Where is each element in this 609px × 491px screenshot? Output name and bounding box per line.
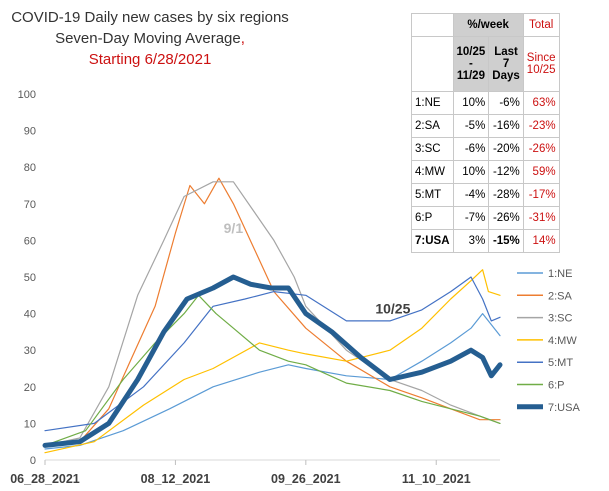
legend-label: 1:NE bbox=[548, 268, 572, 280]
region-cell: 3:SC bbox=[411, 137, 454, 161]
series-line-2-sa bbox=[44, 177, 501, 446]
col2-header-line: 7 bbox=[502, 58, 510, 70]
pct-10-25-cell: -7% bbox=[452, 206, 490, 230]
y-tick-label: 60 bbox=[24, 235, 36, 247]
col3-header-line: 10/25 bbox=[526, 64, 556, 76]
table-blank-cell bbox=[411, 13, 454, 37]
annotation-label: 9/1 bbox=[224, 220, 244, 236]
y-tick-label: 80 bbox=[24, 162, 36, 174]
y-tick-label: 90 bbox=[24, 126, 36, 138]
series-line-3-sc bbox=[44, 181, 501, 446]
table-row: 1:NE 10% -6% 63% bbox=[411, 91, 560, 115]
x-axis: 06_28_2021 08_12_2021 09_26_2021 11_10_2021 bbox=[10, 459, 500, 486]
pct-last7-cell: -16% bbox=[488, 114, 524, 138]
x-tick-label: 09_26_2021 bbox=[271, 472, 341, 486]
pct-last7-cell: -20% bbox=[488, 137, 524, 161]
pct-last7-cell: -28% bbox=[488, 183, 524, 207]
y-tick-label: 100 bbox=[18, 89, 36, 101]
total-header: Total bbox=[522, 13, 560, 37]
col1-header: 10/25 - 11/29 bbox=[452, 36, 490, 92]
col3-header-line: Since bbox=[526, 52, 556, 64]
pct-last7-cell: -26% bbox=[488, 206, 524, 230]
pct-10-25-cell: 10% bbox=[452, 91, 490, 115]
col2-header-line: Days bbox=[492, 70, 520, 82]
total-cell: -17% bbox=[522, 183, 560, 207]
x-tick-label: 08_12_2021 bbox=[141, 472, 211, 486]
y-tick-label: 10 bbox=[24, 418, 36, 430]
pct-last7-cell: -12% bbox=[488, 160, 524, 184]
table-header-row1: %/week Total bbox=[411, 13, 560, 37]
x-tick-label: 11_10_2021 bbox=[402, 472, 471, 486]
region-cell: 7:USA bbox=[411, 229, 454, 253]
chart-title-line2: Seven-Day Moving Average, bbox=[0, 29, 300, 49]
pct-10-25-cell: 10% bbox=[452, 160, 490, 184]
pct-last7-cell: -15% bbox=[488, 229, 524, 253]
pct-10-25-cell: 3% bbox=[452, 229, 490, 253]
col1-header-line: 10/25 bbox=[456, 46, 486, 58]
table-row: 5:MT -4% -28% -17% bbox=[411, 183, 560, 207]
total-cell: -26% bbox=[522, 137, 560, 161]
col3-header: Since 10/25 bbox=[522, 36, 560, 92]
annotation-label: 10/25 bbox=[375, 301, 410, 317]
total-cell: 63% bbox=[522, 91, 560, 115]
table-row: 4:MW 10% -12% 59% bbox=[411, 160, 560, 184]
region-cell: 5:MT bbox=[411, 183, 454, 207]
table-blank-cell bbox=[411, 36, 454, 92]
col1-header-line: 11/29 bbox=[456, 70, 485, 82]
table-row: 7:USA 3% -15% 14% bbox=[411, 229, 560, 253]
series-line-1-ne bbox=[44, 313, 501, 450]
chart-title-line2-comma: , bbox=[240, 30, 245, 47]
y-axis: 0 10 20 30 40 50 60 70 80 90 100 bbox=[18, 89, 36, 467]
col2-header-line: Last bbox=[494, 46, 518, 58]
legend-label: 7:USA bbox=[548, 402, 580, 414]
legend-label: 4:MW bbox=[548, 335, 577, 347]
pct-last7-cell: -6% bbox=[488, 91, 524, 115]
region-cell: 6:P bbox=[411, 206, 454, 230]
pct-10-25-cell: -4% bbox=[452, 183, 490, 207]
y-tick-label: 50 bbox=[24, 272, 36, 284]
series-line-6-p bbox=[44, 294, 501, 446]
legend-label: 2:SA bbox=[548, 290, 573, 302]
table-row: 2:SA -5% -16% -23% bbox=[411, 114, 560, 138]
y-tick-label: 20 bbox=[24, 382, 36, 394]
series-line-4-mw bbox=[44, 269, 501, 454]
x-tick-label: 06_28_2021 bbox=[10, 472, 80, 486]
summary-table: %/week Total 10/25 - 11/29 Last 7 Days S… bbox=[411, 13, 560, 253]
chart-title-line1: COVID-19 Daily new cases by six regions bbox=[11, 9, 289, 26]
annotations: 9/1 10/25 bbox=[224, 220, 411, 317]
y-tick-label: 40 bbox=[24, 309, 36, 321]
table-header-row2: 10/25 - 11/29 Last 7 Days Since 10/25 bbox=[411, 36, 560, 92]
region-cell: 1:NE bbox=[411, 91, 454, 115]
total-cell: 14% bbox=[522, 229, 560, 253]
pct-10-25-cell: -5% bbox=[452, 114, 490, 138]
series-line-7-usa bbox=[42, 274, 503, 448]
chart-title-line3: Starting 6/28/2021 bbox=[88, 51, 212, 68]
legend-label: 6:P bbox=[548, 380, 565, 392]
table-row: 3:SC -6% -20% -26% bbox=[411, 137, 560, 161]
y-tick-label: 30 bbox=[24, 345, 36, 357]
col2-header: Last 7 Days bbox=[488, 36, 524, 92]
region-cell: 4:MW bbox=[411, 160, 454, 184]
series-lines bbox=[42, 177, 503, 454]
table-row: 6:P -7% -26% -31% bbox=[411, 206, 560, 230]
region-cell: 2:SA bbox=[411, 114, 454, 138]
total-cell: -31% bbox=[522, 206, 560, 230]
pct-10-25-cell: -6% bbox=[452, 137, 490, 161]
y-tick-label: 0 bbox=[30, 455, 36, 467]
pct-week-header: %/week bbox=[452, 13, 524, 37]
legend: 1:NE 2:SA 3:SC 4:MW 5:MT 6:P 7:USA bbox=[517, 268, 580, 414]
col1-header-line: - bbox=[468, 58, 473, 70]
total-cell: -23% bbox=[522, 114, 560, 138]
series-line-5-mt bbox=[44, 276, 501, 432]
legend-label: 5:MT bbox=[548, 357, 573, 369]
chart-title-line2-text: Seven-Day Moving Average bbox=[55, 30, 241, 47]
legend-label: 3:SC bbox=[548, 313, 573, 325]
total-cell: 59% bbox=[522, 160, 560, 184]
y-tick-label: 70 bbox=[24, 199, 36, 211]
